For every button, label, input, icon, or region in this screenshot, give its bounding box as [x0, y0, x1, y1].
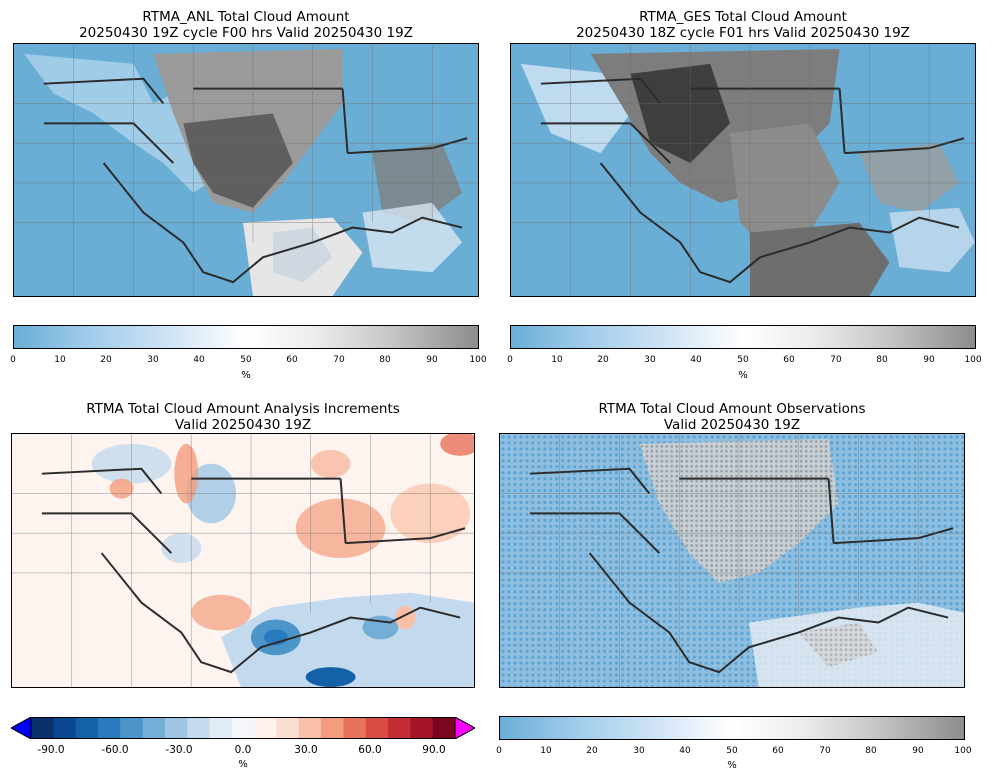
ges-tick-80: 80: [876, 355, 888, 365]
inc-colorbar-cell: [31, 717, 54, 739]
inc-colorbar: [11, 717, 475, 739]
inc-map[interactable]: [11, 433, 475, 688]
inc-colorbar-cell: [321, 717, 344, 739]
inc-colorbar-over: [454, 717, 475, 739]
inc-colorbar-label: %: [238, 759, 248, 770]
anl-title-line2: 20250430 19Z cycle F00 hrs Valid 2025043…: [79, 25, 413, 41]
inc-colorbar-cell: [276, 717, 300, 739]
inc-colorbar-cell: [164, 717, 188, 739]
inc-tick-m60: -60.0: [101, 744, 129, 756]
obs-tick-60: 60: [772, 746, 784, 756]
anl-tick-60: 60: [286, 355, 298, 365]
ges-tick-10: 10: [551, 355, 563, 365]
inc-colorbar-cell: [410, 717, 434, 739]
obs-map[interactable]: [499, 433, 965, 688]
inc-colorbar-cell: [231, 717, 255, 739]
inc-colorbar-cell: [388, 717, 411, 739]
anl-colorbar-label: %: [241, 370, 251, 381]
inc-colorbar-cell: [75, 717, 99, 739]
obs-title: RTMA Total Cloud Amount Observations Val…: [499, 401, 965, 433]
inc-tick-90: 90.0: [422, 744, 446, 756]
inc-title-line1: RTMA Total Cloud Amount Analysis Increme…: [86, 401, 400, 417]
ges-colorbar-label: %: [738, 370, 748, 381]
ges-tick-100: 100: [964, 355, 982, 365]
obs-tick-100: 100: [954, 746, 972, 756]
obs-tick-70: 70: [819, 746, 831, 756]
inc-colorbar-cell: [432, 717, 456, 739]
obs-tick-50: 50: [726, 746, 738, 756]
obs-tick-40: 40: [679, 746, 691, 756]
anl-title-line1: RTMA_ANL Total Cloud Amount: [142, 9, 350, 25]
ges-tick-30: 30: [644, 355, 656, 365]
ges-tick-90: 90: [923, 355, 935, 365]
ges-tick-20: 20: [597, 355, 609, 365]
ges-tick-50: 50: [737, 355, 749, 365]
anl-title: RTMA_ANL Total Cloud Amount 20250430 19Z…: [14, 9, 478, 41]
ges-title: RTMA_GES Total Cloud Amount 20250430 18Z…: [510, 9, 976, 41]
inc-colorbar-cell: [254, 717, 277, 739]
inc-tick-m90: -90.0: [37, 744, 65, 756]
ges-title-line2: 20250430 18Z cycle F01 hrs Valid 2025043…: [576, 25, 910, 41]
ges-tick-40: 40: [690, 355, 702, 365]
anl-tick-50: 50: [240, 355, 252, 365]
ges-tick-0: 0: [507, 355, 513, 365]
inc-tick-60: 60.0: [358, 744, 382, 756]
inc-colorbar-cell: [187, 717, 211, 739]
anl-tick-70: 70: [333, 355, 345, 365]
inc-title-line2: Valid 20250430 19Z: [174, 417, 312, 433]
obs-tick-0: 0: [496, 746, 502, 756]
anl-tick-80: 80: [379, 355, 391, 365]
inc-tick-0: 0.0: [234, 744, 252, 756]
ges-colorbar: [510, 325, 976, 349]
ges-map[interactable]: [510, 43, 976, 297]
inc-colorbar-cell: [53, 717, 77, 739]
anl-tick-20: 20: [100, 355, 112, 365]
obs-tick-90: 90: [912, 746, 924, 756]
obs-title-line1: RTMA Total Cloud Amount Observations: [598, 401, 866, 417]
inc-colorbar-cell: [209, 717, 233, 739]
inc-tick-m30: -30.0: [165, 744, 193, 756]
obs-colorbar: [499, 716, 965, 740]
inc-colorbar-cell: [343, 717, 367, 739]
obs-tick-30: 30: [633, 746, 645, 756]
anl-tick-100: 100: [469, 355, 487, 365]
obs-tick-20: 20: [586, 746, 598, 756]
anl-tick-30: 30: [147, 355, 159, 365]
anl-tick-40: 40: [193, 355, 205, 365]
anl-tick-90: 90: [426, 355, 438, 365]
inc-colorbar-cell: [365, 717, 389, 739]
anl-tick-0: 0: [10, 355, 16, 365]
obs-tick-80: 80: [865, 746, 877, 756]
inc-tick-30: 30.0: [294, 744, 318, 756]
inc-colorbar-cell: [120, 717, 144, 739]
inc-title: RTMA Total Cloud Amount Analysis Increme…: [11, 401, 475, 433]
anl-tick-10: 10: [54, 355, 66, 365]
anl-colorbar: [13, 325, 479, 349]
obs-colorbar-label: %: [727, 760, 737, 771]
inc-colorbar-under: [11, 717, 32, 739]
ges-title-line1: RTMA_GES Total Cloud Amount: [639, 9, 847, 25]
inc-colorbar-cell: [97, 717, 121, 739]
inc-colorbar-cell: [142, 717, 166, 739]
ges-tick-60: 60: [783, 355, 795, 365]
obs-title-line2: Valid 20250430 19Z: [663, 417, 801, 433]
inc-colorbar-cell: [298, 717, 322, 739]
anl-map[interactable]: [13, 43, 479, 297]
obs-tick-10: 10: [540, 746, 552, 756]
ges-tick-70: 70: [830, 355, 842, 365]
